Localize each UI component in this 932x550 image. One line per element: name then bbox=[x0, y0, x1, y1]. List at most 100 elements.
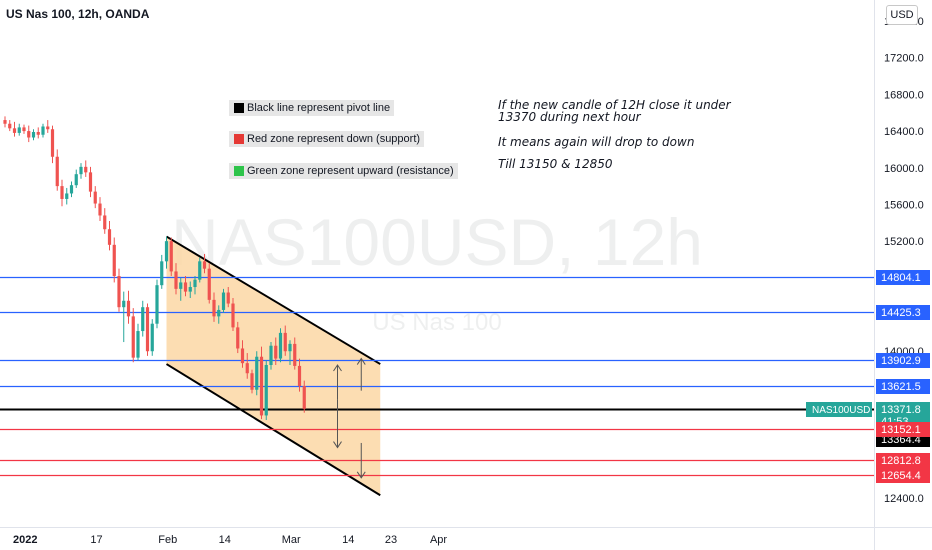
candle bbox=[17, 123, 21, 136]
candle-body bbox=[17, 127, 21, 133]
candle-body bbox=[136, 331, 140, 358]
x-tick-label: 2022 bbox=[13, 534, 37, 546]
candle-body bbox=[155, 285, 159, 324]
channel-upper-line bbox=[165, 235, 381, 365]
legend-item-pivot: Black line represent pivot line bbox=[229, 100, 395, 116]
candle-body bbox=[160, 261, 164, 286]
candle bbox=[141, 300, 145, 337]
candle-body bbox=[145, 307, 150, 352]
resistance-swatch bbox=[234, 166, 244, 176]
candle-body bbox=[231, 303, 235, 328]
candle-body bbox=[12, 128, 17, 133]
candle-body bbox=[69, 185, 74, 194]
candle bbox=[46, 120, 50, 133]
candle-body bbox=[217, 309, 221, 317]
candle bbox=[69, 181, 74, 198]
currency-button[interactable]: USD bbox=[886, 5, 918, 25]
candle bbox=[179, 277, 183, 301]
candle-body bbox=[36, 131, 40, 135]
price-tag: 13152.1 bbox=[876, 422, 930, 437]
candle-body bbox=[88, 172, 93, 192]
candle bbox=[288, 340, 292, 365]
candle-body bbox=[221, 292, 226, 310]
candle-body bbox=[183, 282, 188, 292]
candle bbox=[22, 124, 26, 134]
price-tag: 13621.5 bbox=[876, 379, 930, 394]
price-tag-label: 14804.1 bbox=[881, 272, 921, 284]
candle-body bbox=[174, 271, 178, 289]
candle-body bbox=[122, 300, 126, 308]
candle-body bbox=[65, 193, 69, 199]
candle-body bbox=[112, 244, 116, 277]
price-tag: 12812.8 bbox=[876, 453, 930, 468]
price-tag-label: 13621.5 bbox=[881, 381, 921, 393]
price-tag-label: 12654.4 bbox=[881, 470, 921, 482]
candle bbox=[65, 187, 69, 205]
candle-body bbox=[60, 186, 64, 199]
candle-body bbox=[55, 156, 59, 187]
candle-body bbox=[226, 292, 230, 304]
candle bbox=[36, 127, 40, 139]
candle bbox=[98, 197, 102, 221]
candle-body bbox=[250, 373, 254, 390]
candle-body bbox=[41, 126, 45, 135]
price-tag-bg bbox=[876, 422, 930, 437]
candle-body bbox=[198, 261, 202, 280]
candle bbox=[50, 125, 55, 164]
price-tag-bg bbox=[876, 379, 930, 394]
x-tick-label: 14 bbox=[219, 534, 231, 546]
candle bbox=[136, 323, 140, 361]
candle-body bbox=[179, 282, 183, 289]
candle-body bbox=[212, 299, 216, 317]
candle bbox=[55, 149, 59, 191]
candle-body bbox=[131, 316, 135, 358]
candle bbox=[269, 342, 273, 370]
candle-body bbox=[46, 126, 50, 130]
candle bbox=[150, 319, 154, 356]
candle bbox=[126, 290, 131, 324]
candle bbox=[41, 123, 45, 138]
candle bbox=[164, 236, 169, 269]
candle-body bbox=[255, 356, 259, 390]
candle bbox=[240, 340, 245, 368]
arrow-head-3 bbox=[356, 471, 366, 479]
candle bbox=[202, 253, 207, 274]
y-tick-label: 12400.0 bbox=[884, 493, 924, 505]
candle-body bbox=[240, 348, 245, 364]
candle bbox=[221, 288, 226, 313]
symbol-tag-label: NAS100USD bbox=[812, 405, 870, 416]
candle-body bbox=[193, 279, 197, 288]
price-tag: 14804.1 bbox=[876, 270, 930, 285]
arrow-head-0 bbox=[333, 364, 342, 372]
candle-body bbox=[302, 386, 306, 409]
candle bbox=[236, 321, 240, 354]
candle-body bbox=[245, 363, 249, 374]
candle-body bbox=[126, 300, 131, 317]
candle-body bbox=[169, 241, 173, 272]
note-line-2: 13370 during next hour bbox=[498, 110, 641, 124]
candle-body bbox=[117, 276, 121, 308]
price-tag-bg bbox=[876, 305, 930, 320]
candle-body bbox=[141, 307, 145, 332]
symbol-tag: NAS100USD bbox=[806, 402, 872, 417]
candle-body bbox=[93, 191, 97, 204]
candle bbox=[93, 186, 97, 209]
candle-body bbox=[297, 365, 302, 387]
price-tag-label: 13371.8 bbox=[881, 404, 921, 416]
candle-body bbox=[269, 345, 273, 365]
x-tick-label: 23 bbox=[385, 534, 397, 546]
candle bbox=[88, 166, 93, 198]
price-tag-bg bbox=[876, 453, 930, 468]
candle-body bbox=[98, 203, 102, 216]
symbol-tag-bg bbox=[806, 402, 872, 417]
candle bbox=[293, 337, 297, 370]
candle-body bbox=[259, 356, 264, 416]
price-tag-bg bbox=[876, 468, 930, 483]
candle-body bbox=[22, 127, 26, 132]
candle bbox=[31, 129, 36, 141]
legend-label: Red zone represent down (support) bbox=[247, 133, 421, 145]
channel-zone bbox=[166, 236, 381, 496]
candle-body bbox=[150, 323, 154, 352]
